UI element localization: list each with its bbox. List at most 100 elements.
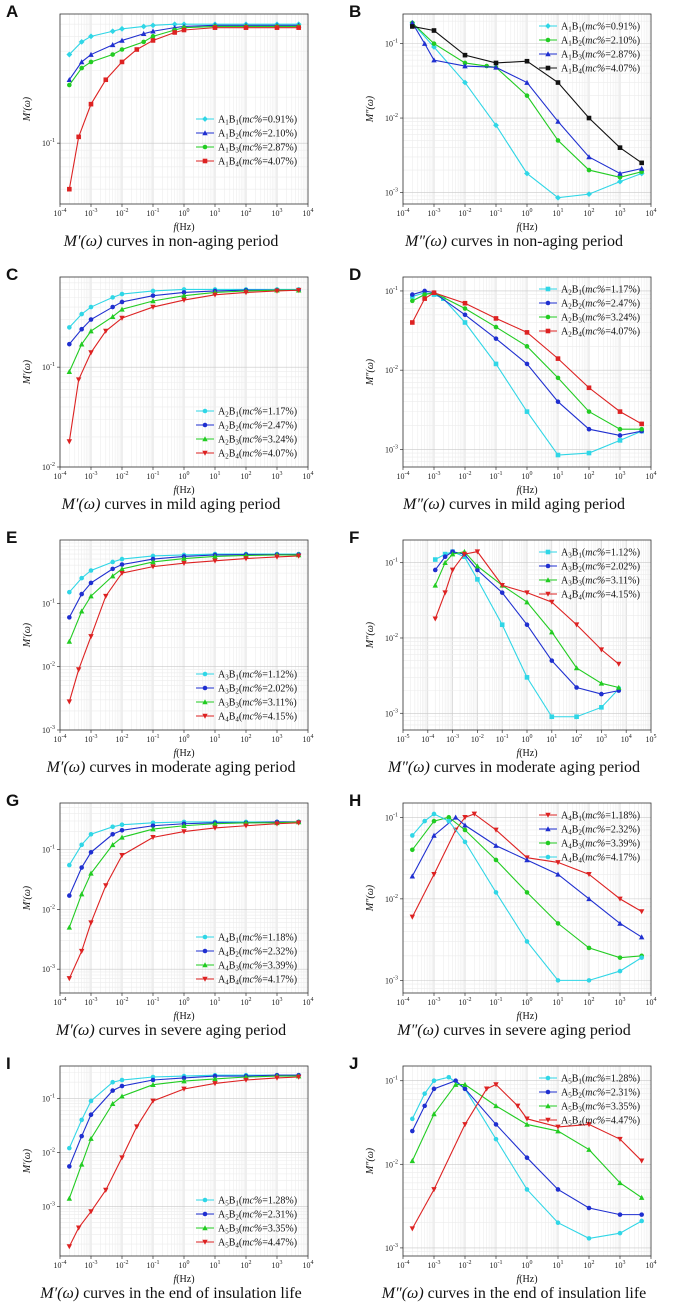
legend-label-part: mc% — [242, 129, 262, 140]
x-tick-exp: 0 — [187, 208, 190, 214]
x-tick-label: 104 — [646, 997, 657, 1007]
legend-marker — [202, 962, 208, 968]
grid — [59, 14, 308, 205]
data-point — [150, 28, 156, 34]
x-tick-label: 101 — [210, 997, 221, 1007]
data-point — [617, 409, 623, 414]
data-point — [88, 59, 94, 65]
legend-label-part: =2.87%) — [605, 50, 640, 61]
x-tick-label: 10-1 — [496, 734, 509, 744]
x-tick-label-base: 10 — [553, 1261, 561, 1270]
legend-label-part: B — [229, 975, 236, 986]
data-point — [75, 667, 82, 673]
data-point — [474, 563, 481, 569]
data-point — [66, 439, 73, 445]
x-tick-label-base: 10 — [54, 1261, 62, 1270]
legend: A1B1(mc%=0.91%)A1B2(mc%=2.10%)A1B3(mc%=2… — [539, 22, 640, 76]
legend-label-part: mc% — [242, 435, 262, 446]
data-point — [484, 63, 489, 69]
data-point — [150, 1081, 156, 1088]
x-tick-label-base: 10 — [303, 209, 311, 218]
y-tick-label-exp: -3 — [393, 708, 398, 714]
legend-label-part: 1 — [235, 674, 239, 682]
data-point — [88, 1135, 94, 1141]
x-tick-label: 105 — [646, 734, 657, 744]
legend-label-part: A — [561, 811, 569, 822]
x-tick-label: 104 — [621, 734, 632, 744]
x-axis-label-unit: (Hz) — [176, 222, 194, 233]
data-point — [150, 304, 156, 310]
data-point — [586, 426, 592, 432]
x-tick-label: 103 — [272, 997, 283, 1007]
legend-label-part: B — [572, 50, 579, 61]
x-tick-label: 10-3 — [85, 471, 98, 481]
data-point — [549, 629, 555, 635]
legend-label-part: 5 — [568, 1092, 572, 1100]
legend-label-part: 4 — [578, 1120, 582, 1128]
data-point — [295, 553, 302, 559]
x-tick-label-base: 10 — [272, 998, 280, 1007]
data-point — [134, 47, 140, 52]
data-point — [586, 945, 592, 951]
chart-d: 10-4 10-3 10-2 10-1 100 101 102 103 10410-110-21… — [365, 276, 657, 496]
legend-label-part: ( — [582, 811, 586, 822]
data-point — [617, 1136, 623, 1142]
data-point — [441, 296, 446, 301]
series-a3b2-mc-2-02 — [432, 549, 622, 697]
x-tick-label-exp: 1 — [218, 471, 221, 477]
y-tick-label-exp: -3 — [50, 725, 55, 731]
x-tick-label-base: 10 — [553, 998, 561, 1007]
legend-item: A5B1(mc%=1.28%) — [539, 1074, 640, 1086]
legend-label-part: 3 — [578, 54, 582, 62]
data-point — [449, 567, 456, 573]
x-tick-exp: 0 — [187, 734, 190, 740]
x-tick-label: 103 — [615, 208, 626, 218]
data-point — [493, 842, 499, 848]
data-point — [150, 1077, 156, 1083]
x-tick-label-exp: 4 — [654, 471, 657, 477]
y-tick-label-base: 10 — [385, 634, 393, 643]
data-point — [524, 409, 530, 414]
x-tick-label-exp: 4 — [311, 997, 314, 1003]
data-point — [79, 591, 84, 597]
legend-label-part: 4 — [235, 716, 239, 724]
legend-item: A5B4(mc%=4.47%) — [196, 1238, 297, 1250]
x-tick-label: 10-2 — [459, 471, 472, 481]
legend-marker — [545, 812, 551, 818]
data-point — [524, 58, 530, 64]
y-tick-label: 10-3 — [42, 964, 55, 974]
data-point — [617, 955, 623, 960]
y-tick-label-base: 10 — [385, 40, 393, 49]
data-point — [119, 822, 125, 828]
x-tick-label-exp: -1 — [498, 997, 503, 1003]
legend-label: A4B3(mc%=3.39%) — [561, 839, 640, 851]
data-point — [555, 860, 561, 866]
legend-label: A4B1(mc%=1.18%) — [218, 933, 297, 945]
y-tick-label-exp: -3 — [50, 1201, 55, 1207]
data-point — [88, 101, 94, 107]
x-tick-label-base: 10 — [397, 998, 405, 1007]
legend-label-part: B — [229, 684, 236, 695]
x-tick-label-exp: 3 — [280, 997, 283, 1003]
data-point — [119, 25, 125, 32]
x-tick-label-exp: -2 — [479, 734, 484, 740]
legend-label: A4B4(mc%=4.15%) — [218, 712, 297, 724]
legend-item: A3B2(mc%=2.02%) — [539, 562, 640, 574]
data-point — [555, 452, 561, 458]
legend-label-part: 4 — [225, 716, 229, 724]
y-axis-label: M″(ω) — [365, 884, 376, 912]
legend-label: A5B3(mc%=3.35%) — [218, 1224, 297, 1236]
chart-h: 10-4 10-3 10-2 10-1 100 101 102 103 10410-110-21… — [365, 802, 657, 1022]
legend: A5B1(mc%=1.28%)A5B2(mc%=2.31%)A5B3(mc%=3… — [196, 1196, 297, 1250]
x-tick-label: 104 — [303, 471, 314, 481]
x-tick-label-exp: 1 — [218, 997, 221, 1003]
legend-label: A2B2(mc%=2.47%) — [218, 421, 297, 433]
x-tick-label-exp: 4 — [654, 997, 657, 1003]
legend-label-part: =2.02%) — [262, 684, 297, 695]
legend-label-part: ( — [582, 285, 586, 296]
legend-label-part: mc% — [242, 684, 262, 695]
x-tick-label-base: 10 — [54, 472, 62, 481]
data-point — [452, 814, 459, 820]
x-tick-label-base: 10 — [241, 998, 249, 1007]
data-point — [493, 361, 499, 367]
